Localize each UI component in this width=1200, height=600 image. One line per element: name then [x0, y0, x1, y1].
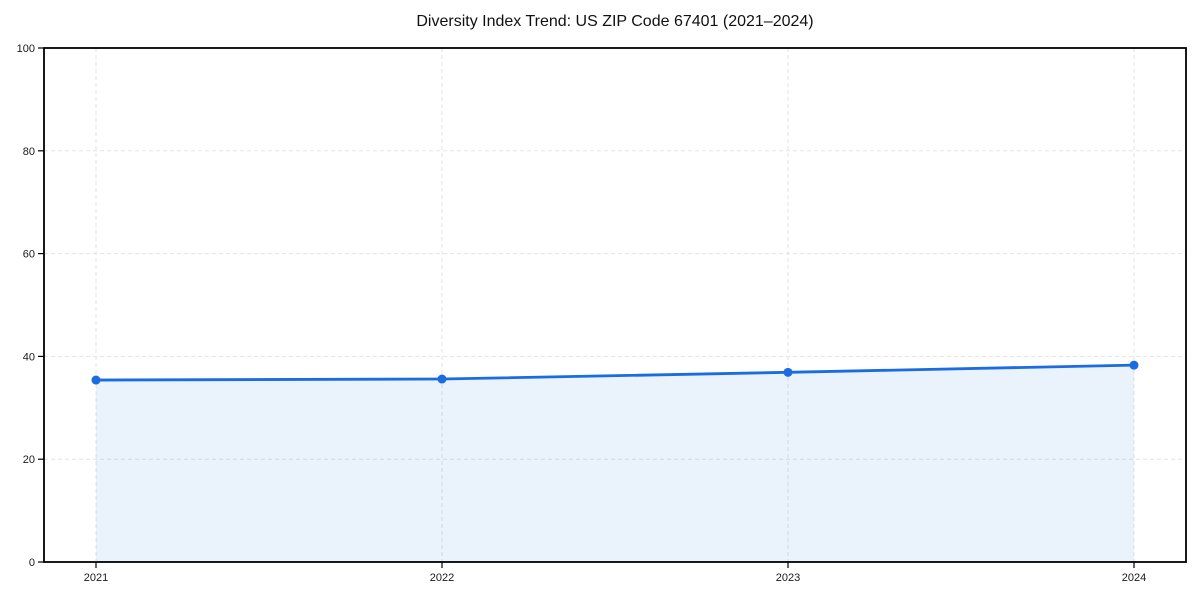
x-tick-label: 2022: [430, 572, 454, 584]
area-fill-path: [96, 365, 1134, 562]
data-point-marker: [91, 375, 101, 385]
plot-frame: [43, 47, 1187, 563]
axis-ticks: [38, 47, 1135, 568]
x-tick-label: 2021: [84, 572, 108, 584]
y-tick-label: 0: [29, 557, 35, 569]
plot-border: [43, 47, 1187, 563]
y-tick-label: 80: [23, 146, 35, 158]
y-tick-label: 60: [23, 249, 35, 261]
data-point-marker: [1129, 360, 1139, 370]
y-tick-label: 20: [23, 454, 35, 466]
trend-polyline: [94, 363, 1136, 382]
y-tick-label: 100: [17, 43, 35, 55]
y-tick-label: 40: [23, 351, 35, 363]
chart-title: Diversity Index Trend: US ZIP Code 67401…: [416, 13, 814, 30]
data-point-markers: [91, 360, 1139, 385]
x-tick-label: 2024: [1122, 572, 1146, 584]
trend-line: [94, 363, 1136, 382]
data-point-marker: [437, 374, 447, 384]
x-axis-tick-labels: 2021 2022 2023 2024: [84, 572, 1146, 584]
x-tick-label: 2023: [776, 572, 800, 584]
y-axis-tick-labels: 0 20 40 60 80 100: [17, 43, 35, 569]
area-fill: [96, 365, 1134, 562]
data-point-marker: [783, 367, 793, 377]
